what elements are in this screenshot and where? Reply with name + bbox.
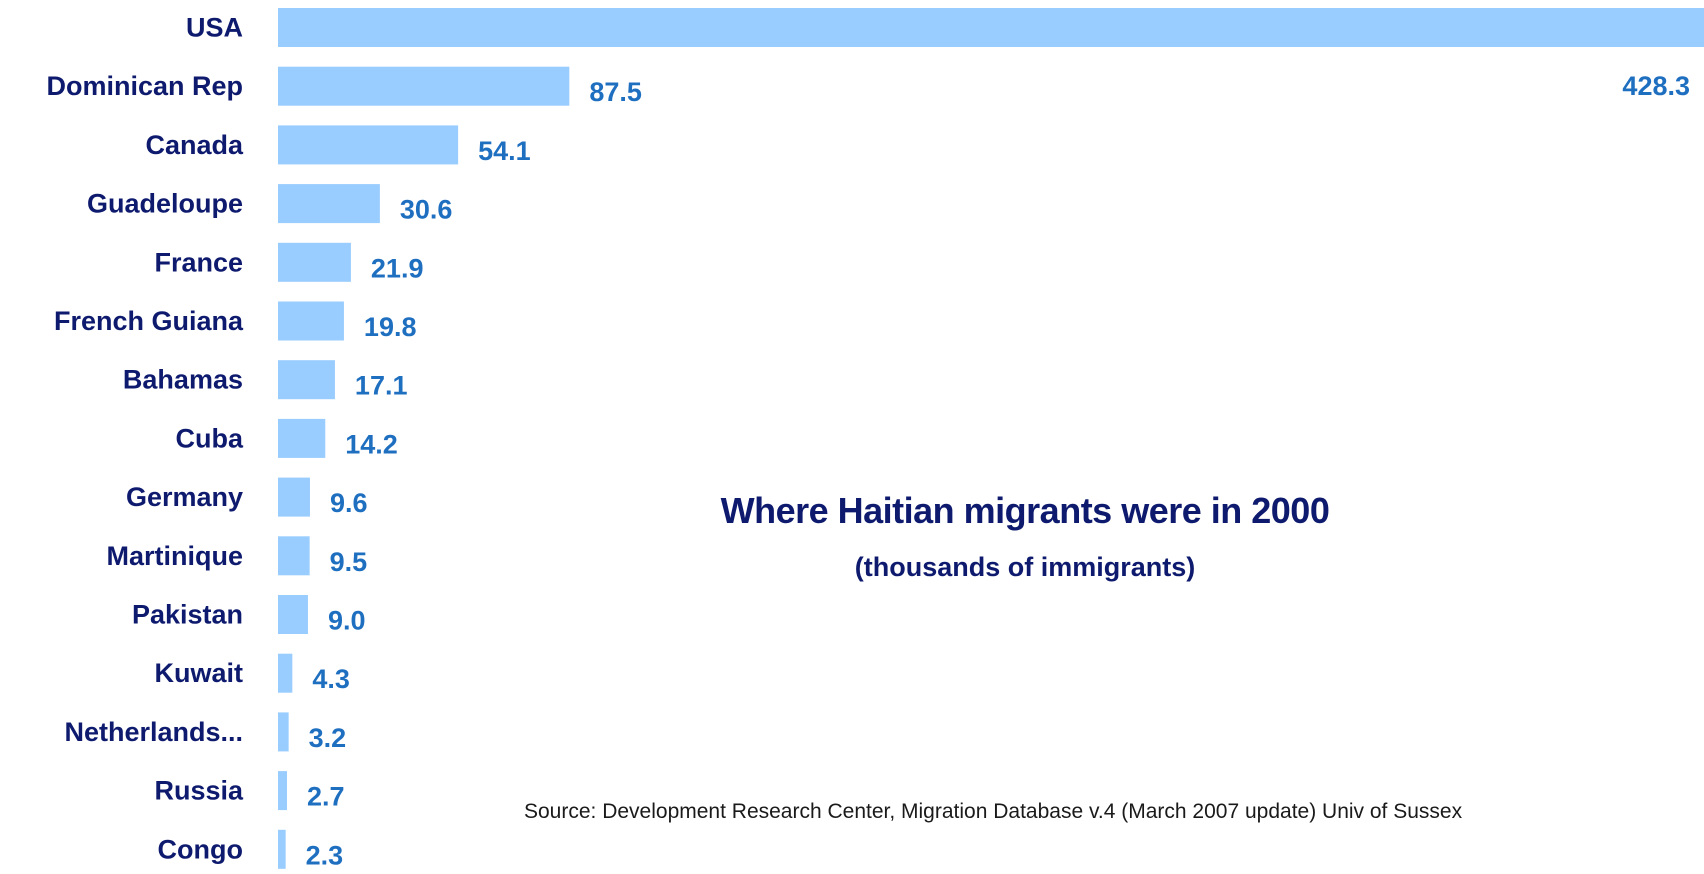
value-label: 2.7 [307, 782, 345, 812]
bar-martinique [278, 536, 310, 576]
category-label: Dominican Rep [46, 71, 243, 101]
bar-guadeloupe [278, 184, 380, 224]
value-label: 9.6 [330, 488, 368, 518]
category-label: Bahamas [123, 365, 243, 395]
bar-usa [278, 8, 1704, 47]
category-label: Russia [154, 776, 244, 806]
value-label: 4.3 [312, 664, 350, 694]
category-label: Canada [145, 130, 244, 160]
bar-france [278, 242, 351, 282]
category-label: Germany [126, 482, 243, 512]
bar-congo [278, 829, 286, 869]
bar-germany [278, 477, 310, 517]
bar-kuwait [278, 653, 293, 693]
value-label: 9.5 [330, 547, 368, 577]
value-label: 17.1 [355, 371, 408, 401]
value-label: 54.1 [478, 136, 531, 166]
category-labels-group: USA Dominican Rep Canada Guadeloupe France Fr… [46, 13, 244, 865]
bar-dominican-rep [278, 66, 570, 106]
value-label: 21.9 [371, 253, 424, 283]
bar-russia [278, 771, 287, 811]
value-label: 2.3 [306, 840, 344, 870]
value-label: 9.0 [328, 606, 366, 636]
value-label: 3.2 [309, 723, 347, 753]
category-label: Guadeloupe [87, 189, 243, 219]
value-label: 428.3 [1622, 71, 1690, 101]
category-label: Congo [158, 834, 243, 864]
bar-netherlands [278, 712, 289, 752]
source-note: Source: Development Research Center, Mig… [524, 800, 1463, 823]
bar-pakistan [278, 595, 308, 634]
bar-french-guiana [278, 301, 344, 341]
bar-canada [278, 125, 459, 165]
value-labels-group: 428.3 87.5 54.1 30.6 21.9 19.8 17.1 14.2 9.6 9.5 9… [306, 71, 1690, 870]
chart-subtitle: (thousands of immigrants) [854, 552, 1196, 582]
category-label: French Guiana [54, 306, 244, 336]
category-label: Cuba [176, 423, 244, 453]
category-label: Martinique [106, 541, 243, 571]
category-label: USA [186, 13, 243, 43]
category-label: Kuwait [154, 658, 243, 688]
bar-cuba [278, 418, 326, 458]
bar-bahamas [278, 360, 335, 400]
category-label: Pakistan [132, 600, 243, 630]
bars-group [278, 8, 1704, 869]
value-label: 14.2 [345, 429, 398, 459]
value-label: 87.5 [589, 77, 642, 107]
value-label: 19.8 [364, 312, 417, 342]
value-label: 30.6 [400, 195, 453, 225]
category-label: Netherlands... [64, 717, 243, 747]
chart-title: Where Haitian migrants were in 2000 [720, 490, 1330, 531]
category-label: France [154, 247, 243, 277]
